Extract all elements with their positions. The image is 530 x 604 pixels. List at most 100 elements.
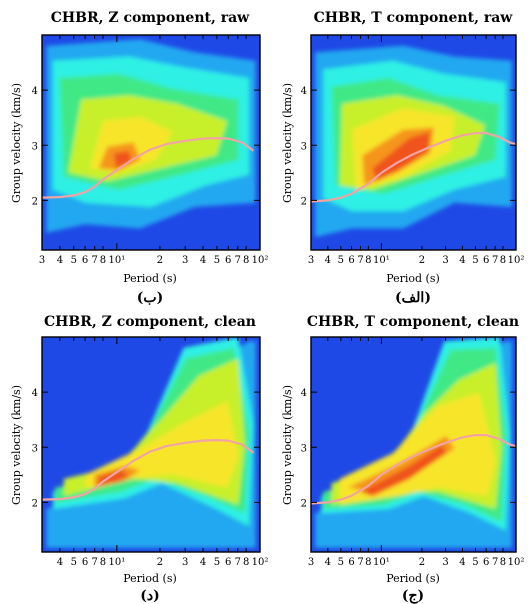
x-tick-label: 10²: [252, 557, 269, 568]
x-tick-label: 2: [419, 557, 425, 568]
heatmap-field: [315, 45, 512, 238]
x-tick-label: 8: [100, 557, 106, 568]
x-tick-label: 10²: [508, 557, 525, 568]
y-tick-label: 3: [32, 443, 38, 454]
plot-frame: [41, 34, 261, 251]
y-tick-label: 2: [301, 196, 307, 207]
y-tick-label: 4: [301, 86, 307, 97]
y-tick-label: 3: [301, 443, 307, 454]
x-tick-label: 6: [82, 557, 88, 568]
x-tick-label: 3: [182, 255, 188, 266]
x-axis-label: Period (s): [123, 272, 177, 285]
y-tick-label: 2: [301, 498, 307, 509]
panel-top-right: CHBR, T component, raw Group velocity (k…: [281, 10, 513, 306]
y-axis-label: Group velocity (km/s): [10, 83, 23, 203]
panel-title: CHBR, T component, clean: [307, 314, 519, 330]
panel-bottom-left: CHBR, Z component, clean Group velocity …: [10, 314, 256, 604]
x-tick-label: 3: [39, 255, 45, 266]
x-tick-label: 8: [243, 255, 249, 266]
x-tick-label: 5: [214, 255, 220, 266]
x-axis-label: Period (s): [386, 572, 440, 585]
x-tick-label: 7: [357, 557, 363, 568]
dispersion-curve: [311, 132, 516, 203]
panel-bottom-right: CHBR, T component, clean Group velocity …: [281, 314, 519, 604]
x-tick-label: 7: [357, 255, 363, 266]
plot-frame: [310, 336, 517, 553]
y-tick-label: 2: [32, 498, 38, 509]
heatmap-field: [46, 39, 256, 233]
x-tick-label: 4: [459, 557, 465, 568]
panel-tag: (الف): [395, 290, 431, 306]
y-tick-label: 4: [32, 388, 38, 399]
x-axis-label: Period (s): [123, 572, 177, 585]
x-tick-label: 5: [338, 557, 344, 568]
heatmap-field: [46, 337, 256, 548]
x-tick-label: 2: [157, 255, 163, 266]
x-tick-label: 6: [483, 255, 489, 266]
x-tick-label: 8: [365, 255, 371, 266]
x-tick-label: 6: [82, 255, 88, 266]
x-tick-label: 4: [57, 557, 63, 568]
x-tick-label: 5: [71, 557, 77, 568]
y-tick-label: 3: [32, 141, 38, 152]
x-tick-label: 5: [71, 255, 77, 266]
x-tick-label: 3: [308, 255, 314, 266]
x-tick-label: 5: [472, 557, 478, 568]
x-tick-label: 10²: [252, 255, 269, 266]
x-tick-label: 8: [243, 557, 249, 568]
x-tick-label: 6: [348, 255, 354, 266]
dispersion-curve: [42, 136, 255, 199]
x-tick-label: 10¹: [108, 557, 125, 568]
heatmap-band-5: [85, 401, 239, 488]
y-tick-label: 2: [32, 196, 38, 207]
x-tick-label: 8: [500, 255, 506, 266]
panel-title: CHBR, Z component, clean: [44, 314, 256, 330]
x-tick-label: 5: [338, 255, 344, 266]
x-tick-label: 7: [235, 255, 241, 266]
x-tick-label: 2: [419, 255, 425, 266]
y-tick-label: 3: [301, 141, 307, 152]
x-axis-label: Period (s): [386, 272, 440, 285]
panel-tag: (ب): [137, 290, 163, 306]
panel-top-left: CHBR, Z component, raw Group velocity (k…: [10, 10, 250, 306]
x-tick-label: 7: [235, 557, 241, 568]
x-tick-label: 10¹: [373, 255, 390, 266]
dispersion-curve: [42, 438, 255, 501]
x-tick-label: 3: [442, 255, 448, 266]
plot-frame: [41, 336, 261, 553]
x-tick-label: 7: [91, 557, 97, 568]
x-tick-label: 4: [325, 557, 331, 568]
x-tick-label: 4: [57, 255, 63, 266]
x-tick-label: 7: [492, 557, 498, 568]
x-tick-label: 10¹: [108, 255, 125, 266]
x-tick-label: 4: [325, 255, 331, 266]
plot-frame: [310, 34, 517, 251]
heatmap-band-7: [360, 444, 447, 497]
heatmap-band-7: [113, 151, 132, 169]
y-axis-label: Group velocity (km/s): [281, 83, 294, 203]
x-tick-label: 2: [157, 557, 163, 568]
x-tick-label: 3: [442, 557, 448, 568]
y-tick-label: 4: [32, 86, 38, 97]
x-tick-label: 4: [459, 255, 465, 266]
x-tick-label: 7: [91, 255, 97, 266]
x-tick-label: 7: [492, 255, 498, 266]
x-tick-label: 8: [100, 255, 106, 266]
x-tick-label: 4: [200, 255, 206, 266]
panel-title: CHBR, T component, raw: [314, 10, 514, 26]
x-tick-label: 6: [483, 557, 489, 568]
x-tick-label: 5: [214, 557, 220, 568]
x-tick-label: 3: [182, 557, 188, 568]
x-tick-label: 8: [500, 557, 506, 568]
panel-tag: (د): [140, 588, 159, 604]
x-tick-label: 6: [225, 255, 231, 266]
x-tick-label: 5: [472, 255, 478, 266]
x-tick-label: 10²: [508, 255, 525, 266]
x-tick-label: 6: [225, 557, 231, 568]
